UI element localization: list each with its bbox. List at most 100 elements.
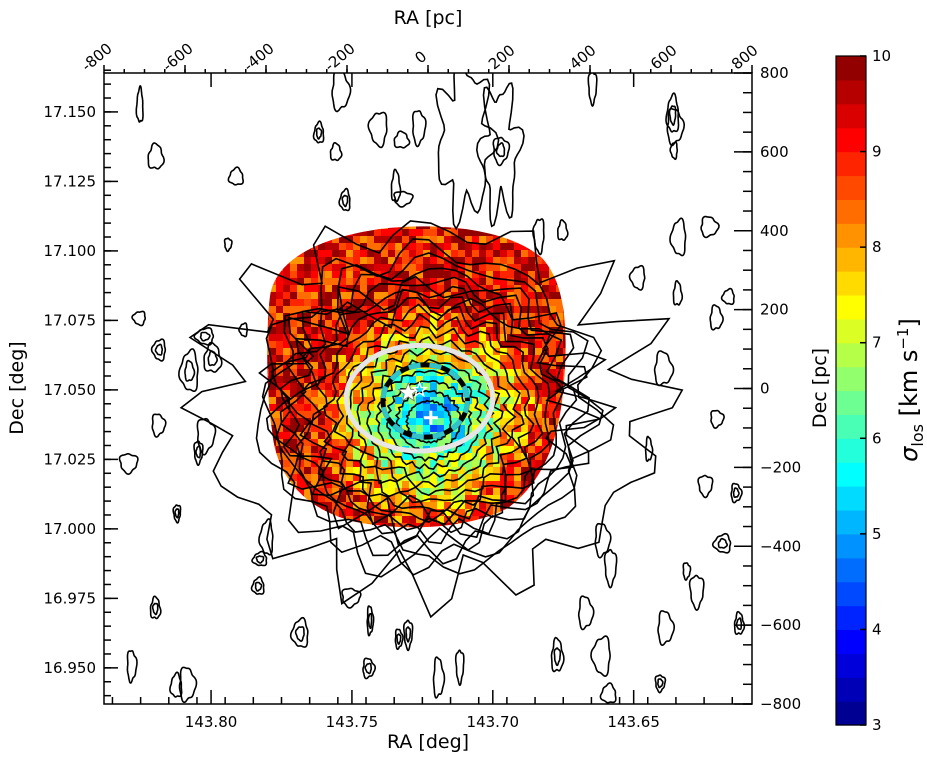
dispersion-pixel [304, 432, 312, 440]
dispersion-pixel [283, 432, 291, 440]
dispersion-pixel [339, 362, 347, 370]
colorbar-cell [836, 199, 866, 224]
noise-contour [366, 605, 375, 637]
dispersion-pixel [381, 376, 389, 384]
outer-contour-line [179, 220, 684, 619]
dispersion-pixel [339, 369, 347, 377]
dispersion-pixel [458, 313, 466, 321]
dispersion-pixel [304, 446, 312, 454]
dispersion-pixel [318, 341, 326, 349]
dispersion-pixel [437, 523, 445, 528]
dispersion-pixel [367, 488, 375, 496]
dispersion-pixel [388, 341, 396, 349]
dispersion-pixel [276, 306, 284, 314]
dispersion-pixel [283, 355, 291, 363]
dispersion-pixel [423, 348, 431, 356]
dispersion-pixel [437, 495, 445, 503]
dispersion-pixel [493, 474, 501, 482]
dispersion-pixel [528, 404, 536, 412]
noise-contour [603, 548, 618, 589]
dispersion-pixel [451, 271, 459, 279]
dispersion-pixel [514, 453, 522, 461]
dispersion-pixel [311, 488, 319, 496]
dispersion-pixel [416, 355, 424, 363]
dispersion-pixel [465, 362, 473, 370]
dispersion-pixel [437, 257, 445, 265]
dispersion-pixel [360, 278, 368, 286]
dispersion-pixel [500, 334, 508, 342]
noise-contour [126, 649, 138, 684]
dispersion-pixel [304, 460, 312, 468]
dispersion-pixel [549, 327, 557, 335]
dispersion-pixel [556, 355, 564, 363]
dispersion-pixel [416, 404, 424, 412]
dispersion-pixel [395, 264, 403, 272]
isodensity-contours [118, 73, 746, 704]
dispersion-pixel [339, 439, 347, 447]
dispersion-pixel [444, 320, 452, 328]
dispersion-pixel [549, 404, 557, 412]
dispersion-pixel [493, 341, 501, 349]
dispersion-pixel [381, 327, 389, 335]
dispersion-pixel [486, 362, 494, 370]
dispersion-pixel [353, 446, 361, 454]
dispersion-pixel [465, 264, 473, 272]
dispersion-pixel [318, 369, 326, 377]
dispersion-pixel [472, 376, 480, 384]
dispersion-pixel [514, 243, 522, 251]
dispersion-pixel [346, 460, 354, 468]
dispersion-pixel [409, 369, 417, 377]
noise-contour [405, 626, 412, 643]
dispersion-pixel [465, 411, 473, 419]
dispersion-pixel [458, 404, 466, 412]
dispersion-pixel [514, 446, 522, 454]
dispersion-pixel [283, 341, 291, 349]
dispersion-pixel [521, 411, 529, 419]
dispersion-pixel [325, 502, 333, 510]
dispersion-pixel [283, 306, 291, 314]
contour-line [279, 276, 578, 555]
dispersion-pixel [269, 285, 277, 293]
dispersion-pixel [535, 320, 543, 328]
colorbar-cell [836, 294, 866, 320]
noise-contour [193, 440, 204, 466]
dispersion-pixel [507, 250, 515, 258]
dispersion-pixel [402, 250, 410, 258]
dispersion-pixel [297, 327, 305, 335]
dispersion-pixel [514, 404, 522, 412]
noise-contour [315, 127, 323, 140]
dispersion-pixel [290, 292, 298, 300]
dispersion-pixel [451, 306, 459, 314]
dispersion-pixel [339, 334, 347, 342]
dispersion-pixel [486, 439, 494, 447]
y-tick-label: 17.075 [44, 311, 97, 329]
dispersion-pixel [360, 250, 368, 258]
dispersion-pixel [514, 334, 522, 342]
dispersion-pixel [395, 306, 403, 314]
dispersion-pixel [479, 278, 487, 286]
dispersion-pixel [381, 299, 389, 307]
dispersion-pixel [318, 243, 326, 251]
dispersion-pixel [346, 278, 354, 286]
dispersion-pixel [458, 453, 466, 461]
left-axis: 16.950 16.975 17.000 17.025 17.050 17.075 17.1… [44, 69, 118, 697]
dispersion-pixel [409, 299, 417, 307]
dispersion-pixel [409, 397, 417, 405]
dispersion-pixel [290, 264, 298, 272]
dispersion-pixel [395, 226, 403, 230]
dispersion-pixel [521, 376, 529, 384]
dispersion-pixel [528, 369, 536, 377]
dispersion-pixel [325, 320, 333, 328]
dispersion-pixel [318, 418, 326, 426]
dispersion-pixel [339, 460, 347, 468]
dispersion-pixel [409, 376, 417, 384]
dispersion-pixel [423, 243, 431, 251]
dispersion-pixel [318, 432, 326, 440]
colorbar-cell [836, 223, 866, 248]
dispersion-pixel [416, 460, 424, 468]
dispersion-pixel [507, 432, 515, 440]
dispersion-pixel [269, 376, 277, 384]
dispersion-pixel [486, 271, 494, 279]
dispersion-pixel [493, 306, 501, 314]
dispersion-pixel [514, 425, 522, 433]
